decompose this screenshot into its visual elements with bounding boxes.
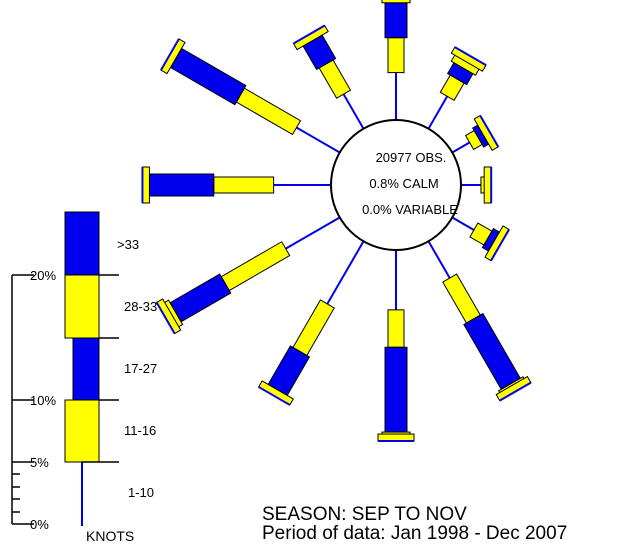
spoke-60 [451, 114, 500, 154]
segment-270-11-16 [213, 176, 275, 194]
scale-label-5: 5% [30, 455, 49, 470]
end-cap-180 [377, 433, 415, 442]
segment-330-1-10 [342, 93, 365, 130]
spoke-240 [155, 216, 341, 335]
segment-60-1-10 [451, 141, 471, 154]
segment-30-1-10 [427, 95, 449, 130]
segment-240-17-27 [169, 273, 232, 323]
segment-150-17-27 [463, 312, 522, 391]
segment-0-17-27 [384, 2, 408, 39]
spoke-90 [461, 166, 493, 204]
spoke-120 [451, 216, 510, 262]
segment-210-11-16 [292, 299, 335, 357]
legend-band-17-27 [72, 337, 100, 401]
segment-300-17-27 [169, 47, 247, 106]
spoke-270 [141, 166, 331, 204]
segment-240-11-16 [220, 241, 291, 292]
end-cap-edge-60 [479, 115, 500, 148]
speed-legend: >33 28-33 17-27 11-16 1-10 KNOTS [64, 211, 157, 544]
bin-label-11-16: 11-16 [124, 423, 156, 438]
end-cap-edge-300 [160, 38, 180, 71]
end-cap-edge-240 [155, 301, 176, 335]
direction-spokes [141, 0, 532, 443]
end-cap-270 [141, 166, 150, 204]
bin-label-1-10: 1-10 [128, 485, 154, 500]
end-cap-edge-150 [499, 381, 532, 402]
end-cap-edge-30 [454, 46, 487, 66]
scale-label-0: 0% [30, 517, 49, 532]
period-label: Period of data: Jan 1998 - Dec 2007 [262, 523, 567, 544]
season-label: SEASON: SEP TO NOV [262, 504, 467, 525]
end-cap-edge-210 [258, 386, 291, 406]
bin-label-17-27: 17-27 [124, 361, 157, 376]
segment-210-1-10 [326, 240, 365, 305]
segment-240-1-10 [285, 216, 341, 250]
bin-label-gt33: >33 [117, 237, 139, 252]
spoke-30 [427, 46, 487, 130]
segment-0-11-16 [387, 37, 405, 74]
end-cap-90 [483, 166, 492, 204]
segment-270-17-27 [148, 173, 215, 197]
variable-label: 0.0% VARIABLE [362, 202, 458, 217]
segment-120-1-10 [451, 216, 475, 231]
percent-scale: 20% 10% 5% 0% [11, 268, 56, 532]
segment-150-1-10 [427, 240, 451, 279]
spoke-300 [160, 38, 341, 154]
legend-band-28-33 [64, 274, 100, 339]
calm-label: 0.8% CALM [369, 176, 438, 191]
end-cap-edge-330 [293, 24, 326, 45]
segment-150-11-16 [442, 273, 482, 324]
spoke-150 [427, 240, 532, 402]
legend-band-11-16 [64, 399, 100, 463]
segment-180-17-27 [384, 346, 408, 433]
calm-circle [330, 119, 462, 251]
observations-label: 20977 OBS. [376, 150, 447, 165]
segment-180-11-16 [387, 309, 405, 348]
segment-0-28-33 [381, 0, 411, 4]
scale-label-20: 20% [30, 268, 56, 283]
segment-300-1-10 [296, 126, 341, 154]
legend-band-gt33 [64, 211, 100, 276]
bin-label-28-33: 28-33 [124, 299, 157, 314]
spoke-0 [381, 0, 411, 120]
spoke-180 [377, 250, 415, 443]
units-label: KNOTS [86, 528, 134, 544]
end-cap-edge-120 [490, 228, 510, 262]
segment-300-11-16 [235, 87, 302, 136]
spoke-330 [292, 24, 365, 130]
scale-label-10: 10% [30, 393, 56, 408]
spoke-210 [257, 240, 365, 406]
